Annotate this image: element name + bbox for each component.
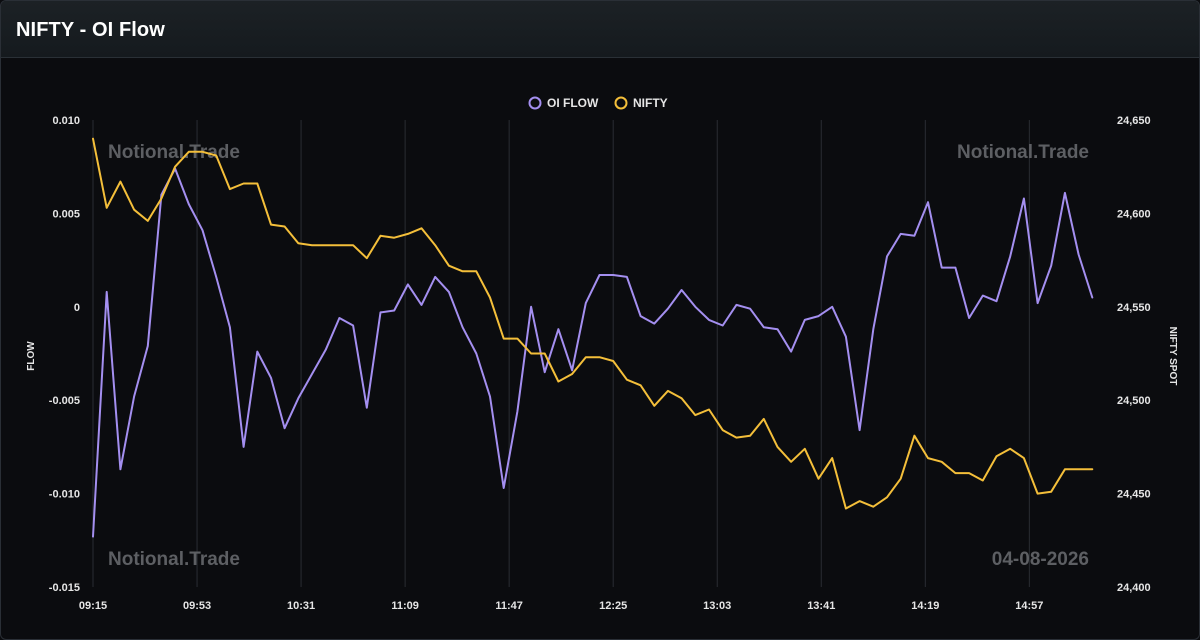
watermark-top-right: Notional.Trade (957, 142, 1089, 163)
legend-item-oi-flow[interactable]: OI FLOW (528, 96, 599, 110)
series-line-nifty[interactable] (92, 137, 1094, 510)
x-tick-label: 11:47 (495, 600, 523, 612)
legend-marker-nifty (614, 96, 628, 110)
x-tick-label: 14:57 (1015, 600, 1043, 612)
axes: 09:15 09:53 10:31 11:09 11:47 12:25 13:03 13:41… (49, 115, 1151, 612)
y-tick-label-left: -0.015 (49, 582, 80, 594)
series (92, 137, 1094, 538)
y-tick-label-left: -0.010 (49, 489, 80, 501)
y-tick-label-left: 0.005 (52, 208, 80, 220)
watermark-top-left: Notional.Trade (108, 142, 240, 163)
y-axis-title-right: NIFTY SPOT (1167, 327, 1178, 386)
watermark-bottom-left: Notional.Trade (108, 549, 240, 570)
y-tick-label-right: 24,450 (1117, 489, 1151, 501)
x-tick-label: 10:31 (287, 600, 315, 612)
x-tick-label: 13:41 (807, 600, 835, 612)
series-line-oi-flow[interactable] (92, 167, 1094, 538)
y-axis-title-left: FLOW (26, 341, 37, 371)
legend-label-nifty: NIFTY (633, 96, 668, 110)
legend-item-nifty[interactable]: NIFTY (614, 96, 668, 110)
panel-title: NIFTY - OI Flow (16, 19, 165, 41)
watermark-bottom-right: 04-08-2026 (992, 549, 1089, 570)
legend-label-oi-flow: OI FLOW (547, 96, 599, 110)
panel-header: NIFTY - OI Flow (1, 1, 1199, 58)
x-tick-label: 09:15 (79, 600, 107, 612)
legend: OI FLOW NIFTY (528, 96, 668, 110)
y-tick-label-right: 24,550 (1117, 302, 1151, 314)
y-tick-label-right: 24,650 (1117, 115, 1151, 127)
y-tick-label-right: 24,400 (1117, 582, 1151, 594)
y-tick-label-left: 0 (74, 302, 80, 314)
x-tick-label: 11:09 (391, 600, 419, 612)
y-tick-label-left: 0.010 (52, 115, 80, 127)
y-tick-label-right: 24,500 (1117, 395, 1151, 407)
grid (92, 120, 1030, 587)
x-tick-label: 13:03 (703, 600, 731, 612)
x-tick-label: 09:53 (183, 600, 211, 612)
x-tick-label: 12:25 (599, 600, 627, 612)
legend-marker-oi-flow (528, 96, 542, 110)
y-tick-label-right: 24,600 (1117, 208, 1151, 220)
x-tick-label: 14:19 (911, 600, 939, 612)
y-tick-label-left: -0.005 (49, 395, 80, 407)
